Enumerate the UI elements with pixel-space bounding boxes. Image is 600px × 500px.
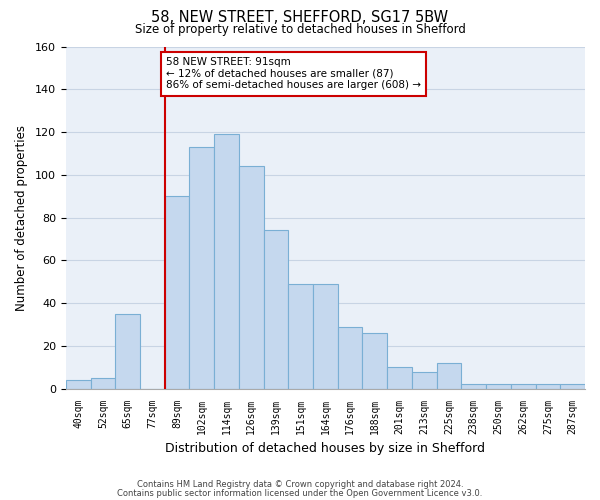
- X-axis label: Distribution of detached houses by size in Shefford: Distribution of detached houses by size …: [166, 442, 485, 455]
- Bar: [437, 363, 461, 388]
- Bar: [536, 384, 560, 388]
- Text: Contains public sector information licensed under the Open Government Licence v3: Contains public sector information licen…: [118, 488, 482, 498]
- Bar: [91, 378, 115, 388]
- Bar: [263, 230, 289, 388]
- Bar: [66, 380, 91, 388]
- Text: Contains HM Land Registry data © Crown copyright and database right 2024.: Contains HM Land Registry data © Crown c…: [137, 480, 463, 489]
- Bar: [461, 384, 486, 388]
- Bar: [560, 384, 585, 388]
- Bar: [313, 284, 338, 389]
- Bar: [338, 326, 362, 388]
- Bar: [387, 368, 412, 388]
- Text: 58, NEW STREET, SHEFFORD, SG17 5BW: 58, NEW STREET, SHEFFORD, SG17 5BW: [151, 10, 449, 25]
- Bar: [511, 384, 536, 388]
- Bar: [164, 196, 190, 388]
- Bar: [412, 372, 437, 388]
- Bar: [214, 134, 239, 388]
- Bar: [239, 166, 263, 388]
- Text: 58 NEW STREET: 91sqm
← 12% of detached houses are smaller (87)
86% of semi-detac: 58 NEW STREET: 91sqm ← 12% of detached h…: [166, 57, 421, 90]
- Y-axis label: Number of detached properties: Number of detached properties: [15, 124, 28, 310]
- Bar: [115, 314, 140, 388]
- Text: Size of property relative to detached houses in Shefford: Size of property relative to detached ho…: [134, 22, 466, 36]
- Bar: [362, 333, 387, 388]
- Bar: [289, 284, 313, 389]
- Bar: [190, 147, 214, 388]
- Bar: [486, 384, 511, 388]
